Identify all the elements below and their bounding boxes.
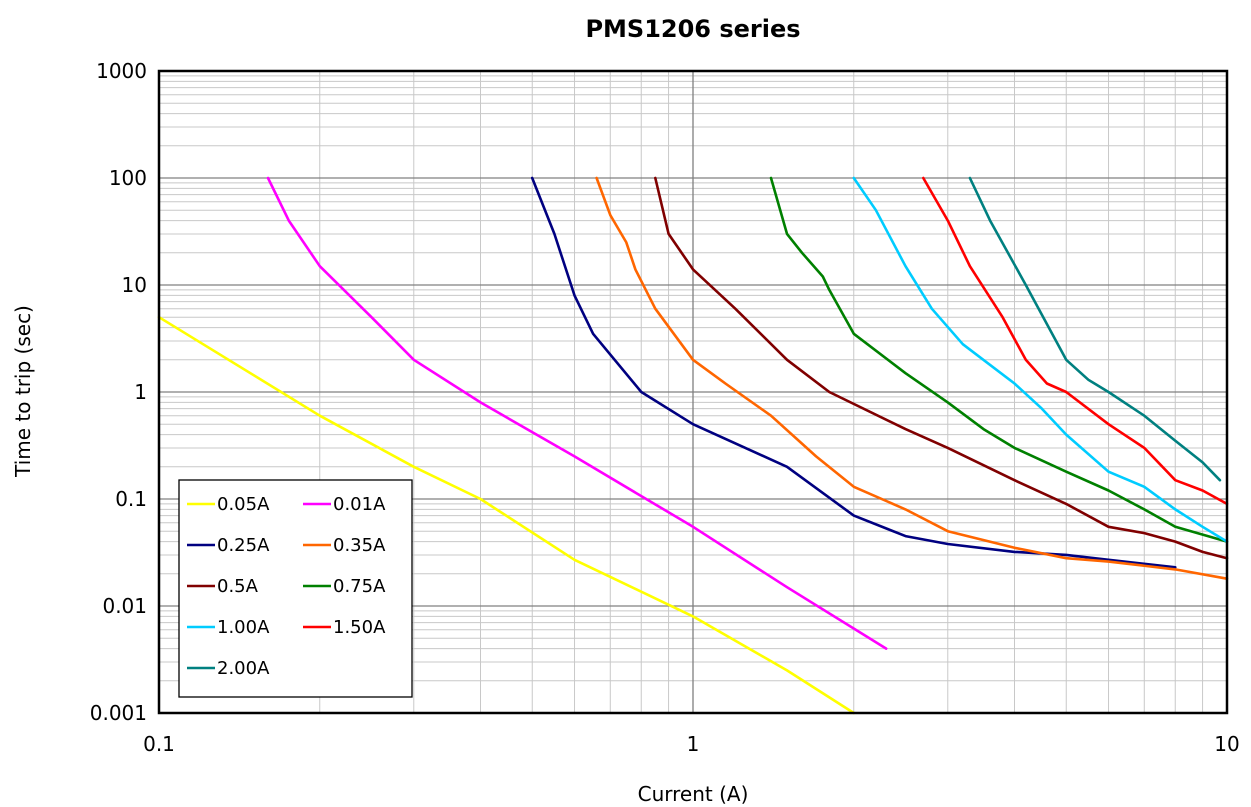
y-tick-label: 1000 xyxy=(96,59,147,83)
legend-label: 1.00A xyxy=(217,617,270,638)
y-axis-label: Time to trip (sec) xyxy=(11,305,35,478)
series-line-0.25A xyxy=(530,176,1177,569)
y-tick-label: 1 xyxy=(134,380,147,404)
series-line-1.00A xyxy=(852,176,1229,543)
legend-label: 2.00A xyxy=(217,658,270,679)
plot-frame xyxy=(157,69,1229,715)
series-line-2.00A xyxy=(968,176,1222,482)
series-lines xyxy=(157,176,1229,715)
series-line-0.05A xyxy=(157,315,856,715)
y-tick-label: 100 xyxy=(109,166,147,190)
series-line-0.35A xyxy=(595,176,1229,581)
series-line-0.01A xyxy=(266,176,888,650)
y-tick-label: 0.1 xyxy=(115,487,147,511)
y-tick-label: 0.01 xyxy=(102,594,147,618)
x-tick-label: 1 xyxy=(687,732,700,756)
x-tick-label: 10 xyxy=(1214,732,1239,756)
legend-label: 0.05A xyxy=(217,494,270,515)
legend-label: 0.5A xyxy=(217,576,259,597)
series-line-0.5A xyxy=(653,176,1229,560)
legend-label: 0.25A xyxy=(217,535,270,556)
series-line-1.50A xyxy=(921,176,1229,506)
tick-labels: 0.1 1 10 0.001 0.01 0.1 1 10 100 1000 xyxy=(90,59,1240,756)
legend-label: 1.50A xyxy=(333,617,386,638)
chart-title: PMS1206 series xyxy=(585,15,800,43)
legend-label: 0.35A xyxy=(333,535,386,556)
legend-label: 0.01A xyxy=(333,494,386,515)
x-axis-label: Current (A) xyxy=(638,782,749,806)
legend: 0.05A 0.01A 0.25A 0.35A 0.5A 0.75A 1.00A 1.50A 2… xyxy=(178,479,413,698)
x-tick-label: 0.1 xyxy=(143,732,175,756)
series-line-0.75A xyxy=(769,176,1229,543)
y-tick-label: 0.001 xyxy=(90,701,147,725)
y-tick-label: 10 xyxy=(122,273,147,297)
legend-label: 0.75A xyxy=(333,576,386,597)
legend-box xyxy=(178,479,413,698)
